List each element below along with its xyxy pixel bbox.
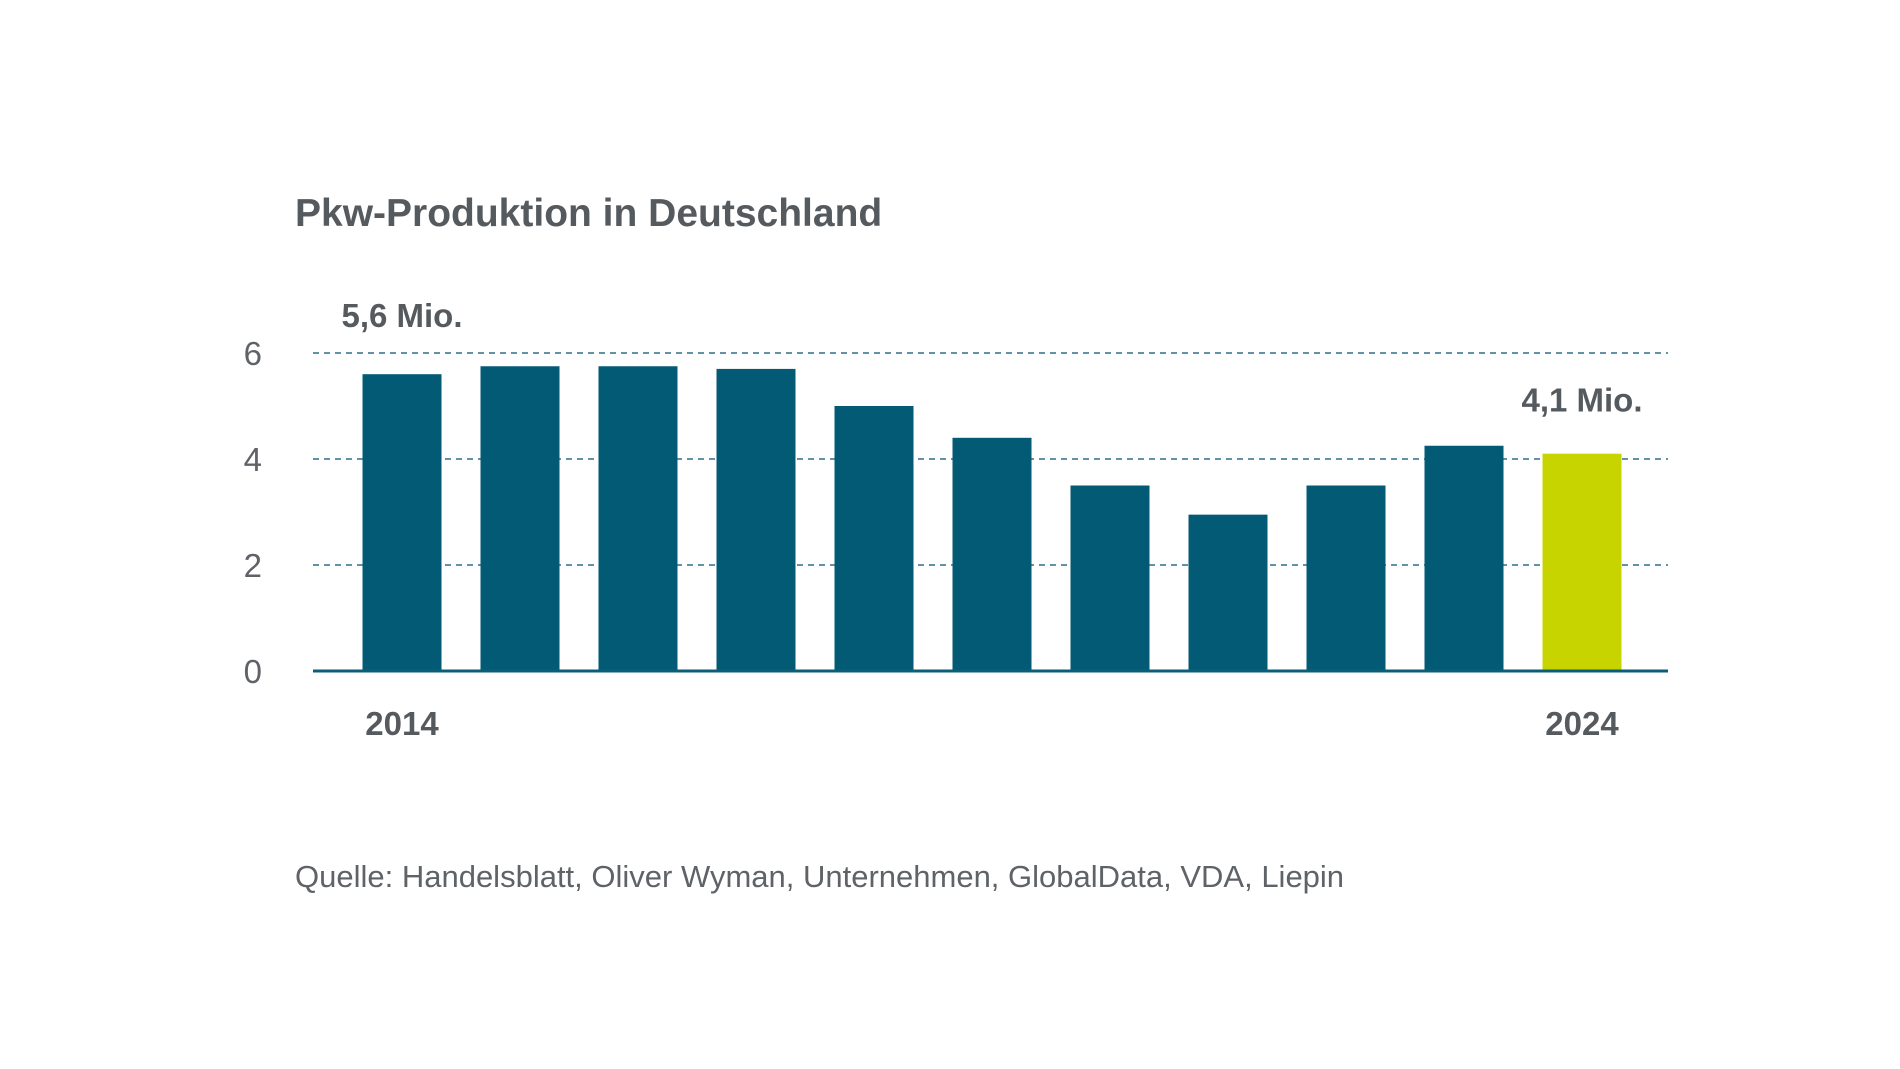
y-tick-label-2: 2 — [244, 547, 262, 584]
bar-2020 — [1070, 485, 1150, 671]
x-axis-labels: 2014 2024 — [365, 705, 1619, 742]
y-axis-ticks: 0 2 4 6 — [244, 335, 262, 690]
bar-2023 — [1424, 445, 1504, 671]
bar-2017 — [716, 368, 796, 671]
data-labels: 5,6 Mio. 4,1 Mio. — [341, 297, 1642, 419]
bar-2024 — [1542, 453, 1622, 671]
y-tick-label-6: 6 — [244, 335, 262, 372]
bar-2016 — [598, 366, 678, 671]
data-label-2024: 4,1 Mio. — [1521, 382, 1642, 419]
bar-2014 — [362, 374, 442, 671]
y-tick-label-0: 0 — [244, 653, 262, 690]
bar-2019 — [952, 437, 1032, 671]
chart-title: Pkw-Produktion in Deutschland — [295, 192, 882, 235]
x-label-2014: 2014 — [365, 705, 439, 742]
x-label-2024: 2024 — [1545, 705, 1619, 742]
source-note: Quelle: Handelsblatt, Oliver Wyman, Unte… — [295, 859, 1344, 894]
bar-2021 — [1188, 514, 1268, 671]
bars — [362, 366, 1622, 671]
data-label-2014: 5,6 Mio. — [341, 297, 462, 334]
y-tick-label-4: 4 — [244, 441, 262, 478]
bar-2015 — [480, 366, 560, 671]
bar-2022 — [1306, 485, 1386, 671]
bar-2018 — [834, 406, 914, 671]
